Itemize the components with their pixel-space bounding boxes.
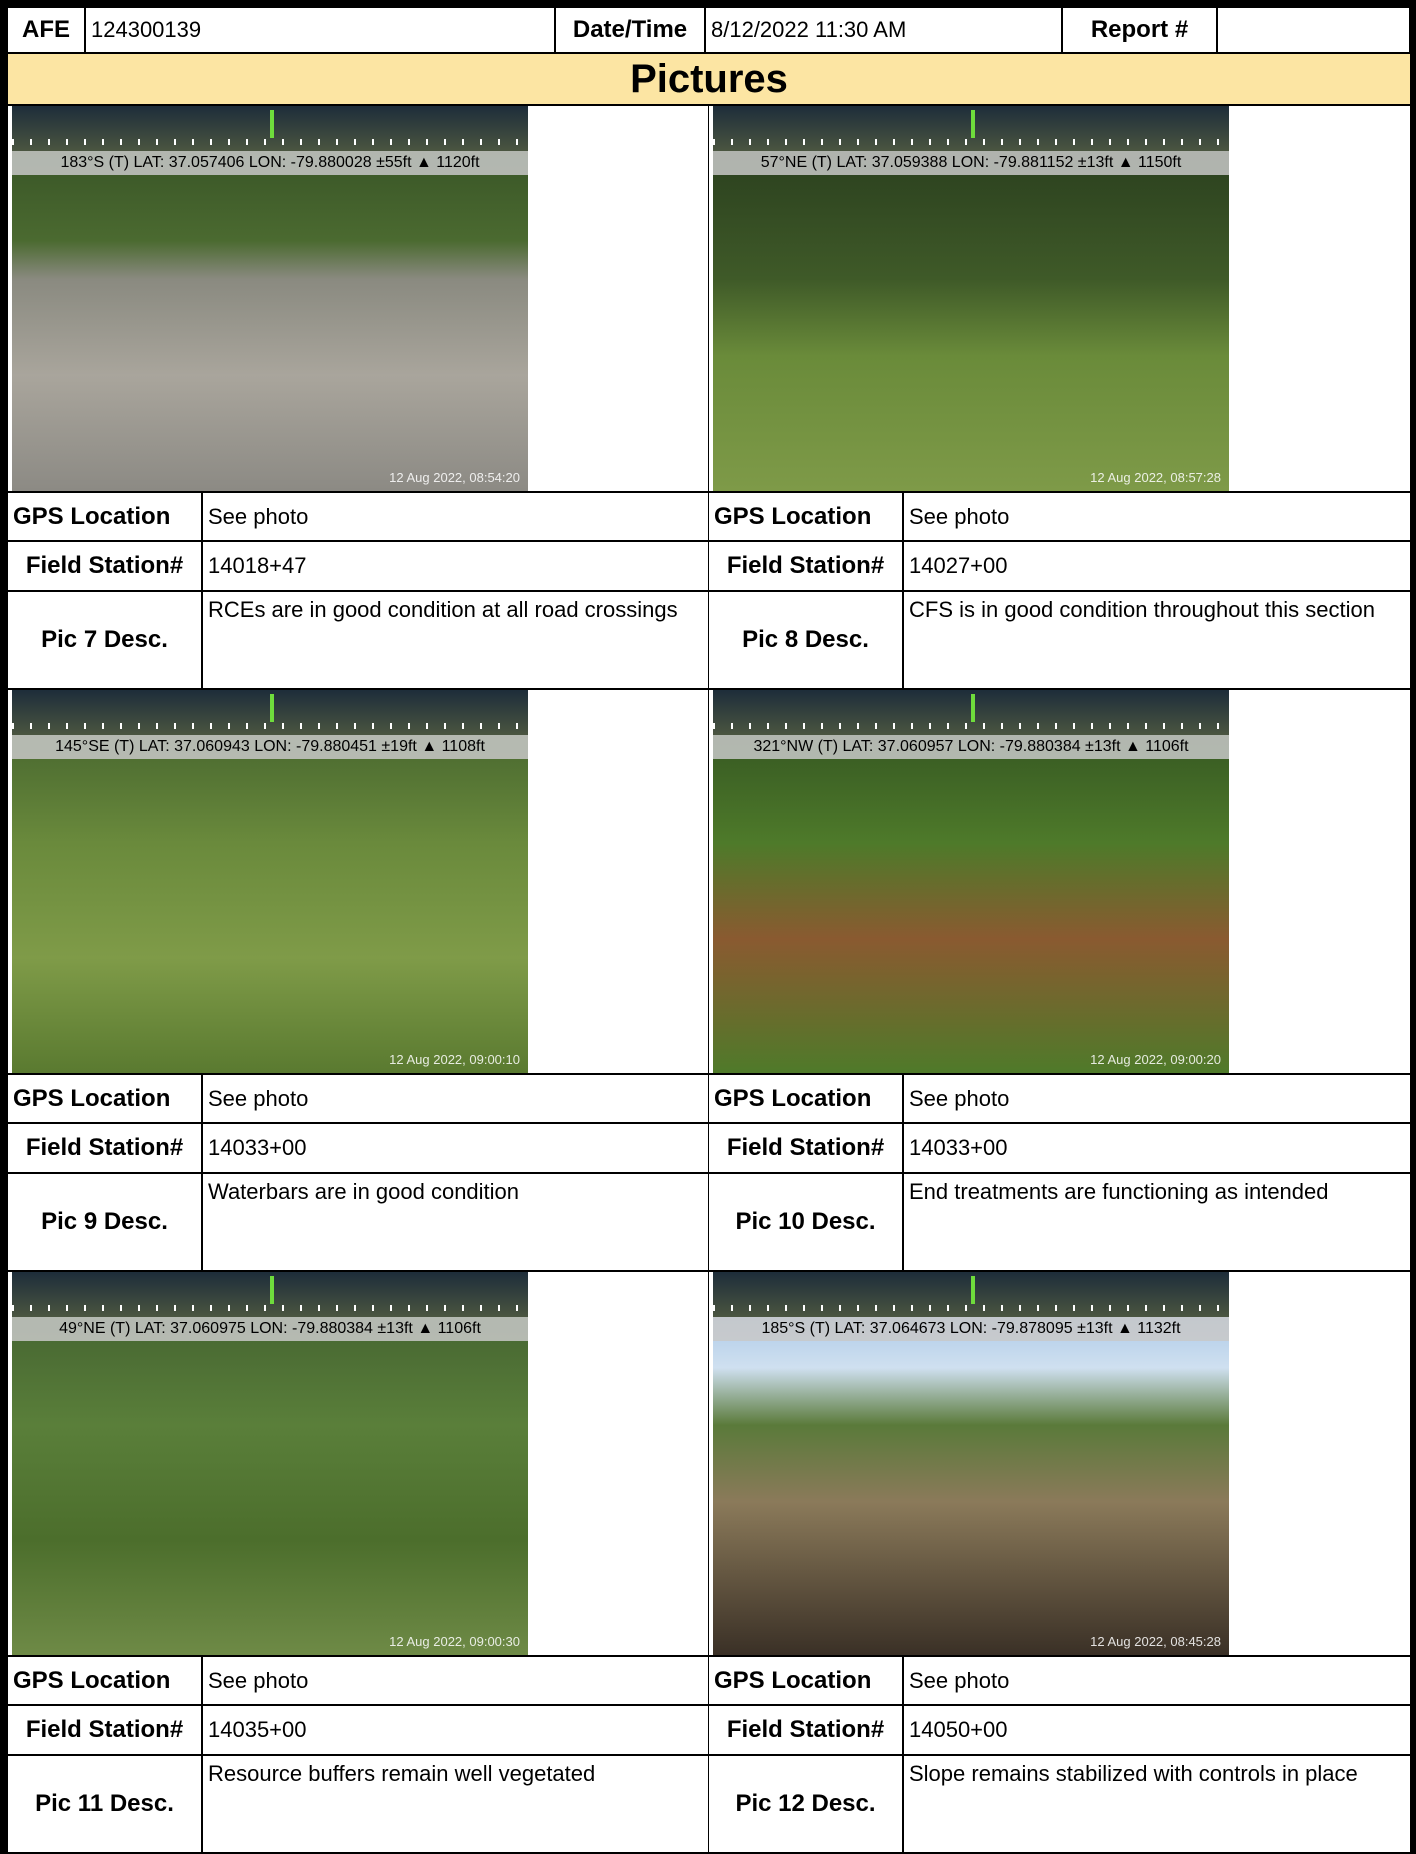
photo-cell: 57°NE (T) LAT: 37.059388 LON: -79.881152… — [709, 106, 1410, 491]
description-value: Slope remains stabilized with controls i… — [904, 1756, 1410, 1852]
photo: 183°S (T) LAT: 37.057406 LON: -79.880028… — [12, 106, 528, 491]
description-label: Pic 7 Desc. — [8, 592, 201, 688]
photo-info: 321°NW (T) LAT: 37.060957 LON: -79.88038… — [713, 735, 1229, 759]
report-value — [1218, 8, 1409, 52]
gps-location-label: GPS Location — [709, 1657, 902, 1704]
description-value: RCEs are in good condition at all road c… — [203, 592, 708, 688]
photo: 185°S (T) LAT: 37.064673 LON: -79.878095… — [713, 1272, 1229, 1655]
compass-bar — [12, 690, 528, 735]
compass-needle — [270, 110, 274, 138]
field-station-label: Field Station# — [8, 1706, 201, 1754]
datetime-value: 8/12/2022 11:30 AM — [706, 8, 1061, 52]
field-station-label: Field Station# — [709, 1124, 902, 1172]
gps-location-label: GPS Location — [709, 493, 902, 540]
field-station-value: 14027+00 — [904, 542, 1410, 590]
field-station-value: 14018+47 — [203, 542, 708, 590]
description-label: Pic 8 Desc. — [709, 592, 902, 688]
compass-bar — [713, 106, 1229, 151]
description-label: Pic 10 Desc. — [709, 1174, 902, 1270]
afe-label: AFE — [8, 8, 84, 52]
photo-cell: 183°S (T) LAT: 37.057406 LON: -79.880028… — [8, 106, 708, 491]
photo-timestamp: 12 Aug 2022, 09:00:30 — [389, 1634, 520, 1649]
field-station-label: Field Station# — [8, 1124, 201, 1172]
photo-timestamp: 12 Aug 2022, 09:00:20 — [1090, 1052, 1221, 1067]
gps-location-label: GPS Location — [8, 1075, 201, 1122]
gps-location-value: See photo — [203, 1657, 708, 1704]
section-title: Pictures — [8, 54, 1410, 104]
field-station-value: 14050+00 — [904, 1706, 1410, 1754]
photo: 49°NE (T) LAT: 37.060975 LON: -79.880384… — [12, 1272, 528, 1655]
description-label: Pic 9 Desc. — [8, 1174, 201, 1270]
photo-info: 145°SE (T) LAT: 37.060943 LON: -79.88045… — [12, 735, 528, 759]
compass-needle — [971, 1276, 975, 1304]
compass-bar — [713, 1272, 1229, 1317]
gps-location-label: GPS Location — [709, 1075, 902, 1122]
description-value: CFS is in good condition throughout this… — [904, 592, 1410, 688]
compass-needle — [971, 110, 975, 138]
photo: 57°NE (T) LAT: 37.059388 LON: -79.881152… — [713, 106, 1229, 491]
gps-location-value: See photo — [904, 493, 1410, 540]
compass-needle — [270, 1276, 274, 1304]
photo: 321°NW (T) LAT: 37.060957 LON: -79.88038… — [713, 690, 1229, 1073]
gps-location-label: GPS Location — [8, 1657, 201, 1704]
photo-info: 185°S (T) LAT: 37.064673 LON: -79.878095… — [713, 1317, 1229, 1341]
photo-cell: 185°S (T) LAT: 37.064673 LON: -79.878095… — [709, 1272, 1410, 1655]
compass-needle — [971, 694, 975, 722]
photo-info: 57°NE (T) LAT: 37.059388 LON: -79.881152… — [713, 151, 1229, 175]
gps-location-label: GPS Location — [8, 493, 201, 540]
compass-bar — [12, 1272, 528, 1317]
description-label: Pic 12 Desc. — [709, 1756, 902, 1852]
compass-bar — [713, 690, 1229, 735]
photo-timestamp: 12 Aug 2022, 08:45:28 — [1090, 1634, 1221, 1649]
description-value: Waterbars are in good condition — [203, 1174, 708, 1270]
description-label: Pic 11 Desc. — [8, 1756, 201, 1852]
photo-cell: 49°NE (T) LAT: 37.060975 LON: -79.880384… — [8, 1272, 708, 1655]
gps-location-value: See photo — [203, 493, 708, 540]
field-station-value: 14033+00 — [203, 1124, 708, 1172]
description-value: End treatments are functioning as intend… — [904, 1174, 1410, 1270]
report-label: Report # — [1063, 8, 1216, 52]
photo-cell: 145°SE (T) LAT: 37.060943 LON: -79.88045… — [8, 690, 708, 1073]
photo-cell: 321°NW (T) LAT: 37.060957 LON: -79.88038… — [709, 690, 1410, 1073]
compass-needle — [270, 694, 274, 722]
afe-value: 124300139 — [86, 8, 554, 52]
field-station-label: Field Station# — [709, 1706, 902, 1754]
gps-location-value: See photo — [904, 1657, 1410, 1704]
field-station-label: Field Station# — [709, 542, 902, 590]
description-value: Resource buffers remain well vegetated — [203, 1756, 708, 1852]
photo-timestamp: 12 Aug 2022, 09:00:10 — [389, 1052, 520, 1067]
field-station-value: 14033+00 — [904, 1124, 1410, 1172]
photo-timestamp: 12 Aug 2022, 08:54:20 — [389, 470, 520, 485]
field-station-value: 14035+00 — [203, 1706, 708, 1754]
photo-info: 183°S (T) LAT: 37.057406 LON: -79.880028… — [12, 151, 528, 175]
photo-timestamp: 12 Aug 2022, 08:57:28 — [1090, 470, 1221, 485]
field-station-label: Field Station# — [8, 542, 201, 590]
datetime-label: Date/Time — [556, 8, 704, 52]
photo-info: 49°NE (T) LAT: 37.060975 LON: -79.880384… — [12, 1317, 528, 1341]
photo: 145°SE (T) LAT: 37.060943 LON: -79.88045… — [12, 690, 528, 1073]
gps-location-value: See photo — [904, 1075, 1410, 1122]
gps-location-value: See photo — [203, 1075, 708, 1122]
compass-bar — [12, 106, 528, 151]
